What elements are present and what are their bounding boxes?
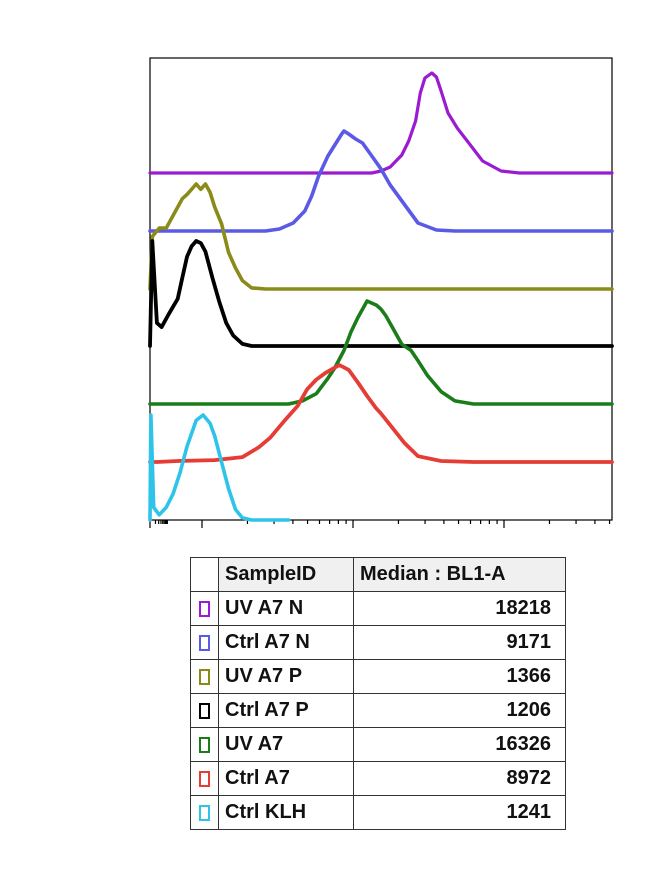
median-value-cell: 1241: [353, 795, 566, 830]
histogram-series-2: [148, 129, 614, 233]
legend-swatch-cell: [190, 727, 219, 762]
median-table-row: Ctrl A7 8972: [190, 761, 566, 796]
histogram-overlay-plot: [148, 57, 614, 528]
legend-swatch-cell: [190, 591, 219, 626]
histogram-series-3: [148, 182, 614, 291]
median-table-row: Ctrl KLH 1241: [190, 795, 566, 830]
median-value-cell: 1206: [353, 693, 566, 728]
legend-swatch: [199, 600, 210, 617]
median-table-row: Ctrl A7 P 1206: [190, 693, 566, 728]
median-value-cell: 9171: [353, 625, 566, 660]
legend-swatch-cell: [190, 761, 219, 796]
histogram-series-6: [148, 363, 614, 464]
histogram-series-4: [148, 239, 614, 348]
histogram-series-1: [148, 71, 614, 175]
sample-id-cell: UV A7 P: [218, 659, 354, 694]
legend-swatch: [199, 804, 210, 821]
swatch-header-cell: [190, 557, 219, 592]
histogram-curves: [148, 71, 614, 522]
legend-swatch: [199, 770, 210, 787]
legend-swatch-cell: [190, 659, 219, 694]
median-table: SampleID Median : BL1-A UV A7 N 18218 Ctrl…: [190, 557, 566, 830]
legend-swatch: [199, 702, 210, 719]
legend-swatch-cell: [190, 795, 219, 830]
median-table-body: UV A7 N 18218 Ctrl A7 N 9171 UV A7 P 1366 Ctrl…: [190, 591, 566, 830]
median-table-row: UV A7 16326: [190, 727, 566, 762]
median-header: Median : BL1-A: [353, 557, 566, 592]
sample-id-cell: UV A7: [218, 727, 354, 762]
legend-swatch: [199, 634, 210, 651]
legend-swatch: [199, 736, 210, 753]
median-value-cell: 16326: [353, 727, 566, 762]
legend-swatch: [199, 668, 210, 685]
sample-id-cell: UV A7 N: [218, 591, 354, 626]
median-table-row: UV A7 N 18218: [190, 591, 566, 626]
median-value-cell: 1366: [353, 659, 566, 694]
legend-swatch-cell: [190, 693, 219, 728]
x-axis-ticks: [149, 520, 611, 528]
median-table-row: Ctrl A7 N 9171: [190, 625, 566, 660]
sample-id-cell: Ctrl A7 N: [218, 625, 354, 660]
median-value-cell: 8972: [353, 761, 566, 796]
sample-id-cell: Ctrl A7: [218, 761, 354, 796]
sampleid-header: SampleID: [218, 557, 354, 592]
sample-id-cell: Ctrl KLH: [218, 795, 354, 830]
sample-id-cell: Ctrl A7 P: [218, 693, 354, 728]
histogram-series-7: [148, 413, 291, 522]
legend-swatch-cell: [190, 625, 219, 660]
median-table-row: UV A7 P 1366: [190, 659, 566, 694]
median-value-cell: 18218: [353, 591, 566, 626]
median-table-header-row: SampleID Median : BL1-A: [190, 557, 566, 592]
histogram-series-5: [148, 299, 614, 406]
